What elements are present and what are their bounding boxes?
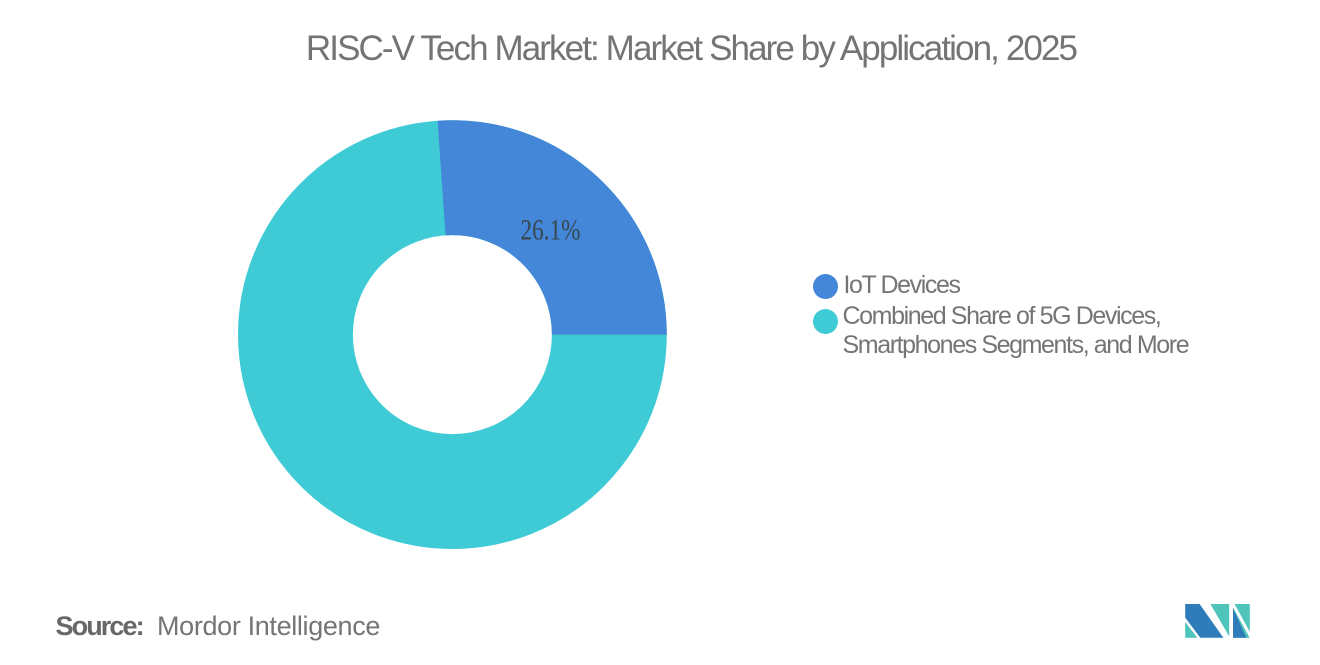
svg-text:26.1%: 26.1% — [521, 213, 581, 246]
